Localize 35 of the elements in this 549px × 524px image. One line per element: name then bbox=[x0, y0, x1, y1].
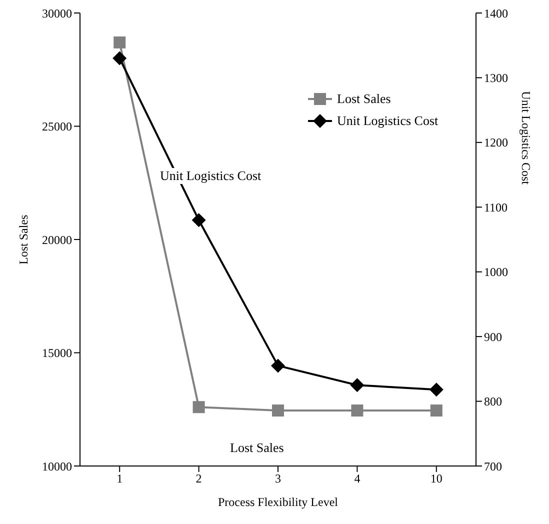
y-tick-label: 10000 bbox=[42, 459, 72, 474]
y2-tick-label: 900 bbox=[484, 330, 502, 344]
point bbox=[351, 404, 364, 417]
x-tick-label: 2 bbox=[196, 472, 202, 486]
x-tick-label: 10 bbox=[430, 472, 442, 486]
point bbox=[112, 51, 127, 66]
point bbox=[272, 404, 284, 417]
point bbox=[430, 404, 442, 417]
y2-tick-label: 700 bbox=[484, 459, 502, 474]
y-tick-label: 30000 bbox=[42, 6, 72, 20]
point bbox=[429, 382, 444, 397]
point bbox=[192, 401, 205, 414]
x-tick-label: 4 bbox=[354, 472, 360, 486]
y2-tick-label: 1200 bbox=[484, 136, 508, 150]
y-tick-label: 20000 bbox=[42, 232, 72, 247]
y-tick-label: 25000 bbox=[42, 120, 72, 134]
legend-label: Lost Sales bbox=[337, 91, 391, 107]
annotation: Lost Sales bbox=[228, 440, 286, 456]
x-tick-label: 3 bbox=[275, 472, 281, 486]
point bbox=[271, 358, 285, 373]
x-tick-label: 1 bbox=[116, 472, 123, 486]
y2-tick-label: 800 bbox=[484, 394, 502, 409]
y2-tick-label: 1000 bbox=[484, 265, 508, 280]
legend-label: Unit Logistics Cost bbox=[337, 113, 438, 129]
y2-axis-title: Unit Logistics Cost bbox=[518, 91, 533, 186]
y-axis-title: Lost Sales bbox=[16, 214, 30, 264]
y2-tick-label: 1400 bbox=[484, 6, 508, 20]
point bbox=[114, 36, 126, 48]
x-axis-title: Process Flexibility Level bbox=[218, 495, 339, 509]
annotation: Unit Logistics Cost bbox=[158, 168, 264, 184]
point bbox=[350, 378, 364, 392]
y2-tick-label: 1100 bbox=[484, 200, 508, 214]
point bbox=[192, 213, 206, 228]
y-tick-label: 15000 bbox=[42, 346, 72, 360]
y2-tick-label: 1300 bbox=[484, 70, 508, 85]
